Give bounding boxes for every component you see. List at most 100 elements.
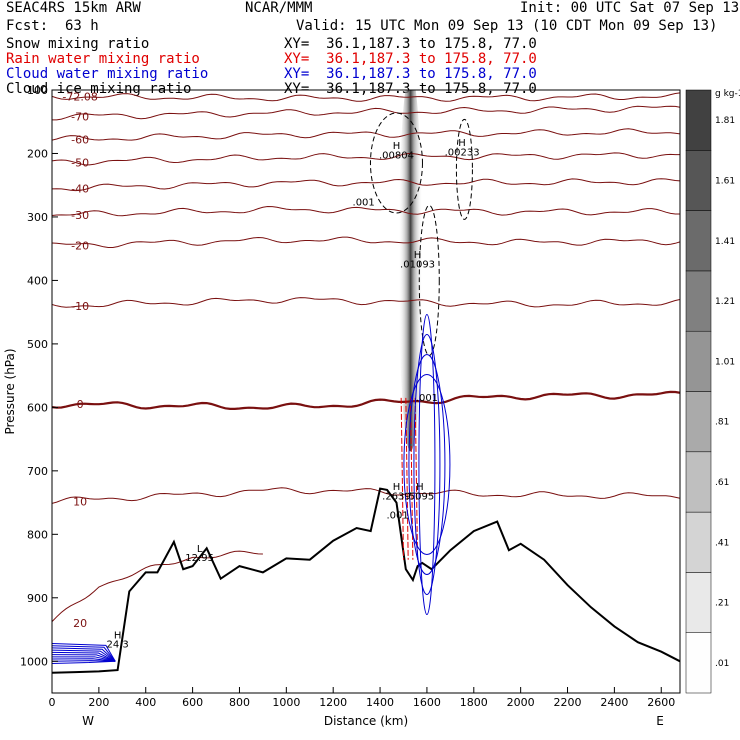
x-tick-label: 1400 <box>366 696 394 709</box>
field-annotation: H <box>393 141 401 152</box>
plot-frame <box>51 89 681 694</box>
cloud-water-contour <box>52 651 116 662</box>
y-tick-label: 300 <box>27 211 48 224</box>
x-tick-label: 1800 <box>460 696 488 709</box>
temperature-contour <box>52 236 680 248</box>
legend-cloud-water-xy: XY= 36.1,187.3 to 175.8, 77.0 <box>284 66 537 82</box>
colorbar: .01 .21 .41 .61 .81 1.01 1.21 1.41 1.61 1.81 g kg-… <box>685 89 740 694</box>
west-label: W <box>82 714 94 728</box>
field-annotation: H <box>414 250 422 261</box>
x-tick-label: 2200 <box>554 696 582 709</box>
x-tick-label: 0 <box>49 696 56 709</box>
cloud-water-contour <box>413 333 441 595</box>
colorbar-box <box>685 330 712 392</box>
field-annotation: H <box>458 138 466 149</box>
valid-time: Valid: 15 UTC Mon 09 Sep 13 (10 CDT Mon … <box>296 18 718 34</box>
plot-overlay: H.00804H.00233.001H.01093.001H.2639H.509… <box>106 138 479 650</box>
rain-contour <box>400 397 404 560</box>
axes: 0 200 400 600 800 1000 1200 1400 1600 1800 2000 220… <box>3 84 675 728</box>
colorbar-label: .81 <box>715 418 729 428</box>
legend-snow-xy: XY= 36.1,187.3 to 175.8, 77.0 <box>284 36 537 52</box>
x-tick-label: 800 <box>229 696 250 709</box>
colorbar-box <box>685 89 712 151</box>
contour-label: -70 <box>71 111 89 124</box>
contour-label: -60 <box>71 134 89 147</box>
y-tick-label-top: 100 <box>27 84 48 97</box>
ice-contour <box>455 118 473 220</box>
field-annotation: .001 <box>387 510 409 521</box>
field-annotation: .001 <box>353 198 375 209</box>
legend-cloud-ice-xy: XY= 36.1,187.3 to 175.8, 77.0 <box>284 81 537 97</box>
model-title: SEAC4RS 15km ARW <box>6 0 141 16</box>
temperature-contour <box>52 550 263 622</box>
colorbar-label: 1.41 <box>715 237 735 247</box>
legend-rain-xy: XY= 36.1,187.3 to 175.8, 77.0 <box>284 51 537 67</box>
contour-label: -40 <box>71 182 89 195</box>
y-axis-title: Pressure (hPa) <box>3 348 17 434</box>
field-annotation: .00804 <box>379 151 414 162</box>
colorbar-label: .41 <box>715 538 729 548</box>
temperature-contour <box>52 390 680 410</box>
colorbar-label: .61 <box>715 478 729 488</box>
terrain-line <box>52 487 680 674</box>
y-tick-label: 500 <box>27 338 48 351</box>
cloud-water-contour <box>52 660 116 664</box>
temperature-contour <box>52 128 680 141</box>
temperature-contour <box>52 152 680 166</box>
temperature-contour <box>52 487 680 504</box>
cloud-water-contour <box>52 658 116 662</box>
colorbar-box <box>685 391 712 453</box>
contour-label: -20 <box>71 240 89 253</box>
x-tick-label: 1000 <box>272 696 300 709</box>
contour-label: 0 <box>77 398 84 411</box>
plot-area: -72.08 -70 -60 -50 -40 -30 -20 -10 0 10 20 <box>52 90 680 674</box>
cloud-water-contour <box>52 654 116 662</box>
cloud-water-contour <box>52 656 116 662</box>
temperature-contour <box>52 297 680 308</box>
fcst-label: Fcst: <box>6 18 49 34</box>
x-tick-label: 1600 <box>413 696 441 709</box>
field-annotation: .2639 <box>382 491 411 502</box>
init-time: Init: 00 UTC Sat 07 Sep 13 <box>520 0 740 16</box>
east-label: E <box>656 714 664 728</box>
field-annotation: .5095 <box>406 491 435 502</box>
y-tick-label: 600 <box>27 401 48 414</box>
colorbar-box <box>685 632 712 694</box>
field-annotation: .00233 <box>445 147 480 158</box>
x-tick-label: 2400 <box>600 696 628 709</box>
cloud-water-contour <box>52 645 116 662</box>
colorbar-label: .21 <box>715 599 729 609</box>
colorbar-label: 1.21 <box>715 297 735 307</box>
cloud-water-contour <box>52 642 116 662</box>
y-tick-label: 800 <box>27 528 48 541</box>
x-tick-label: 600 <box>182 696 203 709</box>
field-annotation: 12.95 <box>185 553 214 564</box>
cloud-water-contour <box>52 660 116 662</box>
colorbar-label: .01 <box>715 659 729 669</box>
x-tick-label: 1200 <box>319 696 347 709</box>
ice-contour <box>369 112 423 214</box>
colorbar-box <box>685 511 712 573</box>
colorbar-label: 1.81 <box>715 116 735 126</box>
temperature-contour <box>52 105 680 121</box>
y-tick-label: 900 <box>27 592 48 605</box>
x-tick-label: 200 <box>88 696 109 709</box>
fcst-value: 63 h <box>65 18 99 34</box>
field-annotation: 24.3 <box>106 639 128 650</box>
field-annotation: H <box>393 482 401 493</box>
y-tick-label: 1000 <box>20 655 48 668</box>
cloud-water-contour <box>408 353 446 575</box>
contour-label: 20 <box>73 617 87 630</box>
field-annotation: L <box>197 544 203 555</box>
colorbar-box <box>685 572 712 633</box>
temperature-contour <box>52 205 680 217</box>
cloud-water-contour <box>403 373 451 555</box>
colorbar-label: 1.01 <box>715 357 735 367</box>
colorbar-box <box>685 451 712 513</box>
contour-label: -30 <box>71 209 89 222</box>
legend-cloud-water: Cloud water mixing ratio <box>6 66 209 82</box>
temperature-contour <box>52 178 680 192</box>
contour-label: -10 <box>71 300 89 313</box>
